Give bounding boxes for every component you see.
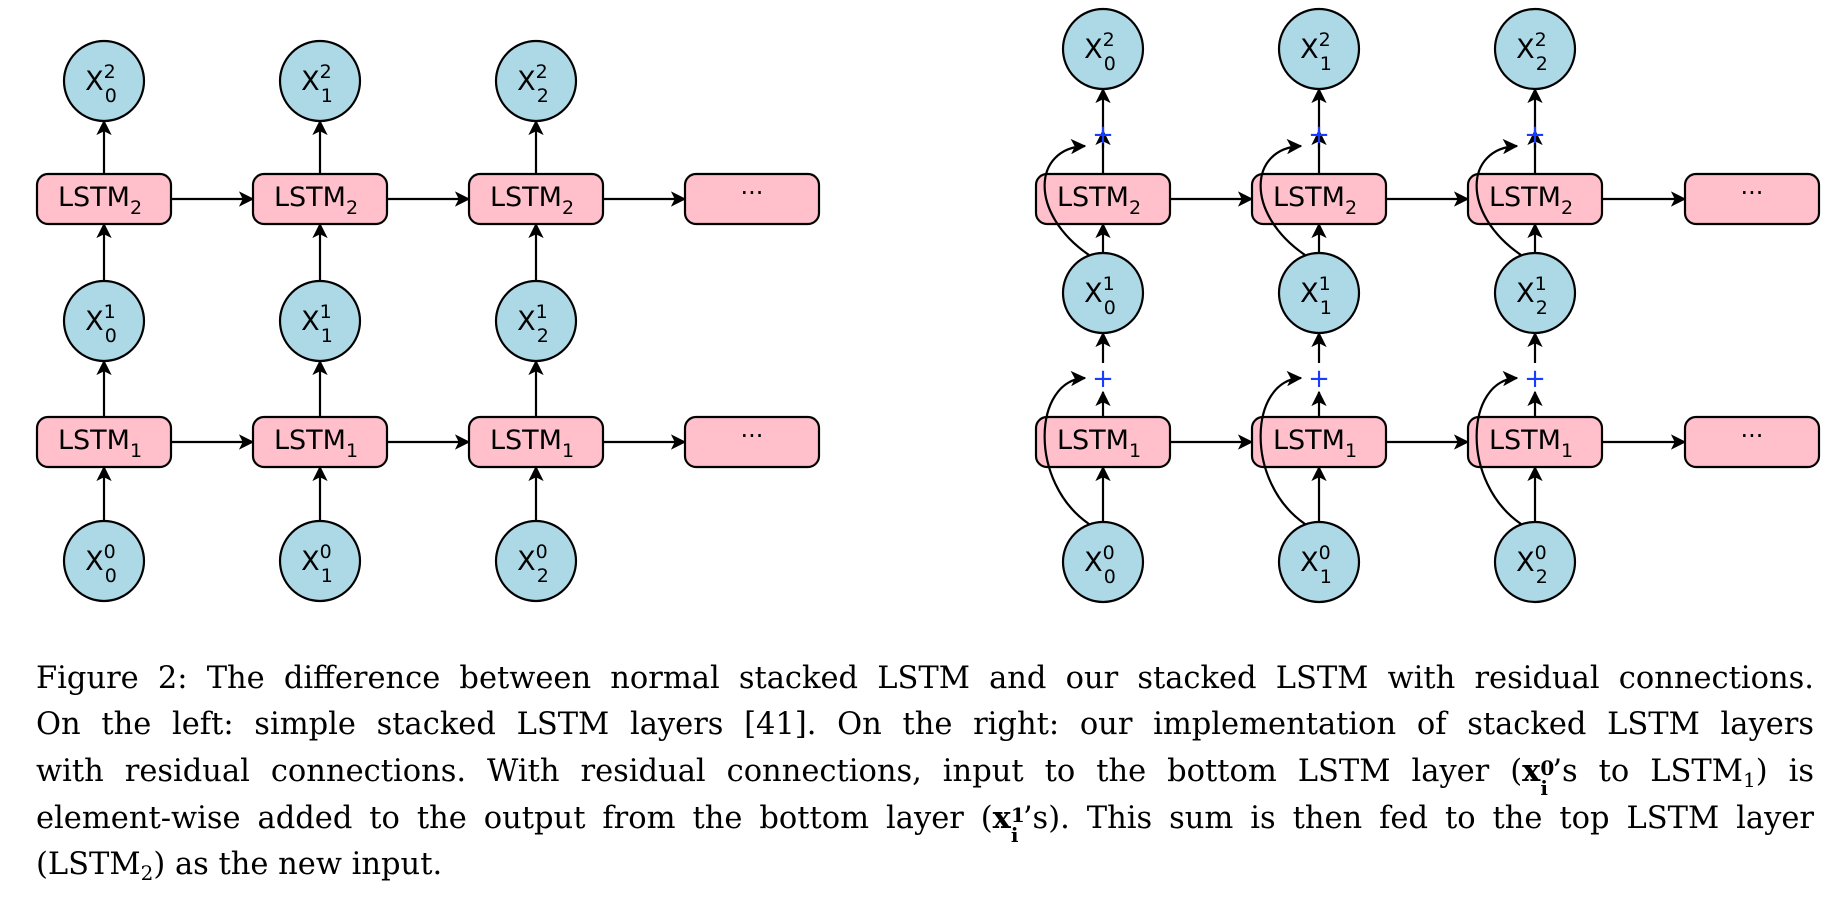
figure-caption: Figure 2: The difference between normal … [36, 656, 1814, 888]
ellipsis2-node-box [1683, 172, 1821, 226]
residual-skip-2-0 [1043, 138, 1090, 256]
residual-plus-icon-1-2: + [1524, 364, 1546, 394]
residual-plus-icon-1-0: + [1092, 364, 1114, 394]
x2-node-2-label: X2 2 [517, 61, 549, 107]
residual-lstm-diagram: X2 0 LSTM2 X1 0 LSTM1 X0 0 + + X2 1 LSTM2 X1 1 LSTM1 X0 1… [1034, 7, 1821, 604]
caption-math-symbol: x [992, 800, 1011, 836]
residual-plus-icon-2-1: + [1308, 120, 1330, 150]
lstm1-node-1-label: LSTM1 [274, 425, 358, 462]
lstm1-node-1-label: LSTM1 [1273, 425, 1357, 462]
residual-skip-2-2 [1475, 138, 1522, 256]
x1-node-1-label: X1 1 [301, 301, 333, 347]
caption-text: ) is [1755, 754, 1814, 789]
x1-node-1-label: X1 1 [1300, 273, 1332, 319]
caption-sub: 2 [140, 861, 154, 885]
caption-text: ’s to LSTM [1552, 754, 1743, 789]
ellipsis2-node-label: ··· [741, 179, 764, 207]
caption-sub: i [1540, 776, 1548, 800]
x1-node-0-label: X1 0 [85, 301, 117, 347]
lstm2-node-1-label: LSTM2 [274, 182, 358, 219]
lstm1-node-0-label: LSTM1 [1057, 425, 1141, 462]
ellipsis1-node-label: ··· [1741, 422, 1764, 450]
lstm2-node-2-label: LSTM2 [490, 182, 574, 219]
caption-text: with residual connections. With residual… [36, 754, 1523, 789]
x0-node-0-label: X0 0 [85, 541, 117, 587]
x2-node-2-label: X2 2 [1516, 29, 1548, 75]
caption-line-4: element-wise added to the output from th… [36, 795, 1814, 847]
stacked-lstm-diagram: X2 0 LSTM2 X1 0 LSTM1 X0 0 X2 1 LSTM2 X1 1 LSTM1 X0 1 X2… [35, 39, 821, 603]
x1-node-2-label: X1 2 [517, 301, 549, 347]
caption-line-5: (LSTM2) as the new input. [36, 842, 1814, 888]
residual-skip-2-1 [1259, 138, 1306, 256]
ellipsis2-node-box [683, 172, 821, 226]
ellipsis1-node-box [683, 415, 821, 469]
x1-node-2-label: X1 2 [1516, 273, 1548, 319]
caption-sup: 1 [1010, 803, 1025, 827]
caption-line-3: with residual connections. With residual… [36, 748, 1814, 800]
caption-sub: i [1010, 823, 1019, 847]
residual-skip-1-1 [1259, 370, 1306, 525]
lstm2-node-1-label: LSTM2 [1273, 182, 1357, 219]
ellipsis1-node-label: ··· [741, 422, 764, 450]
ellipsis2-node-label: ··· [1741, 179, 1764, 207]
caption-sup: 0 [1540, 756, 1555, 780]
lstm2-node-2-label: LSTM2 [1489, 182, 1573, 219]
x1-node-0-label: X1 0 [1084, 273, 1116, 319]
caption-text: ’s). This sum is then fed to the top LST… [1022, 801, 1814, 836]
caption-line-2: On the left: simple stacked LSTM layers … [36, 707, 1814, 742]
caption-line-1: Figure 2: The difference between normal … [36, 661, 1814, 696]
x0-node-2-label: X0 2 [1516, 542, 1548, 588]
x0-node-1-label: X0 1 [1300, 542, 1332, 588]
x2-node-1-label: X2 1 [301, 61, 333, 107]
lstm1-node-0-label: LSTM1 [58, 425, 142, 462]
residual-skip-1-2 [1475, 370, 1522, 525]
x2-node-0-label: X2 0 [85, 61, 117, 107]
residual-plus-icon-2-2: + [1524, 120, 1546, 150]
caption-text: element-wise added to the output from th… [36, 801, 993, 836]
caption-sub: 1 [1742, 768, 1756, 792]
residual-plus-icon-2-0: + [1092, 120, 1114, 150]
caption-text: ) as the new input. [153, 847, 443, 882]
x0-node-1-label: X0 1 [301, 541, 333, 587]
x2-node-0-label: X2 0 [1084, 29, 1116, 75]
caption-text: (LSTM [36, 847, 141, 882]
lstm1-node-2-label: LSTM1 [1489, 425, 1573, 462]
residual-plus-icon-1-1: + [1308, 364, 1330, 394]
x0-node-2-label: X0 2 [517, 541, 549, 587]
lstm1-node-2-label: LSTM1 [490, 425, 574, 462]
x2-node-1-label: X2 1 [1300, 29, 1332, 75]
x0-node-0-label: X0 0 [1084, 542, 1116, 588]
residual-skip-1-0 [1043, 370, 1090, 525]
lstm2-node-0-label: LSTM2 [58, 182, 142, 219]
lstm2-node-0-label: LSTM2 [1057, 182, 1141, 219]
ellipsis1-node-box [1683, 415, 1821, 469]
caption-math-symbol: x [1522, 753, 1541, 789]
